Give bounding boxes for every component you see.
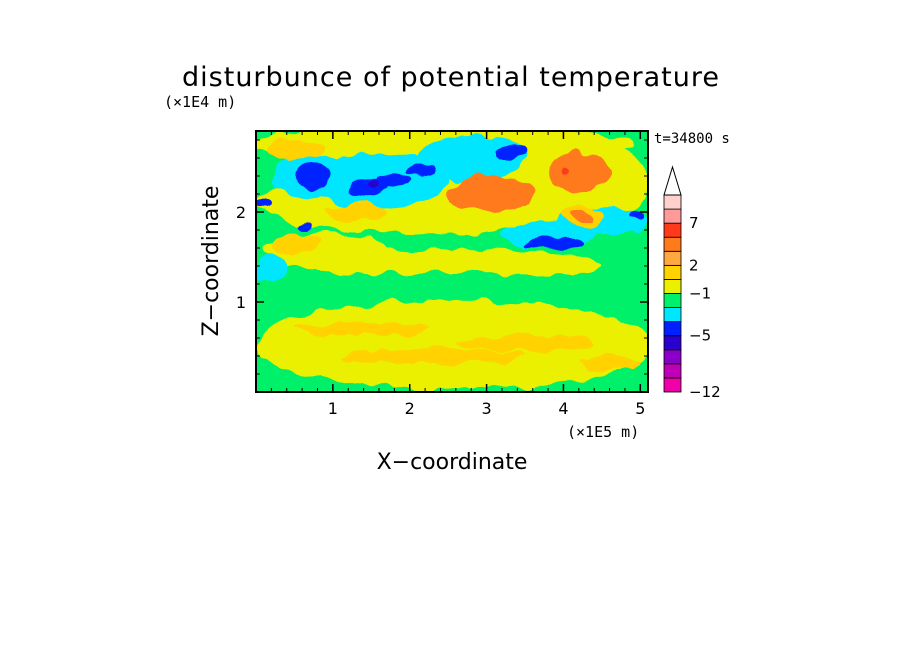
x-tick-label: 2 <box>405 399 415 418</box>
colorbar: −12−5−127 <box>663 165 721 401</box>
contour-region <box>562 167 572 176</box>
y-axis-ticks: 12 <box>236 139 648 375</box>
colorbar-segment <box>663 321 682 337</box>
contour-region <box>407 166 436 177</box>
contour-region <box>417 135 526 181</box>
colorbar-segment <box>663 335 682 351</box>
colorbar-segment <box>663 222 682 238</box>
x-axis-ticks: 1 2 3 4 5 <box>270 131 645 418</box>
contour-fill-regions <box>256 131 648 391</box>
contour-region <box>495 146 524 161</box>
colorbar-segment <box>663 236 682 252</box>
y-tick-label: 2 <box>236 203 246 222</box>
contour-region <box>363 180 379 190</box>
colorbar-segment <box>663 279 682 294</box>
contour-region <box>463 253 602 275</box>
contour-region <box>375 173 414 188</box>
x-unit-label: (×1E5 m) <box>567 423 639 441</box>
contour-region <box>256 252 287 280</box>
contour-region <box>525 238 587 249</box>
y-tick-label: 1 <box>236 293 246 312</box>
x-tick-label: 3 <box>481 399 491 418</box>
contour-region <box>628 212 645 221</box>
contour-region <box>340 348 526 364</box>
y-unit-label: (×1E4 m) <box>164 93 236 111</box>
colorbar-segment <box>663 363 682 379</box>
x-tick-label: 4 <box>558 399 568 418</box>
colorbar-segment <box>663 250 682 266</box>
contour-region <box>325 203 387 221</box>
contour-region <box>263 140 326 158</box>
x-axis-label: X−coordinate <box>377 450 528 475</box>
contour-region <box>256 197 272 209</box>
contour-region <box>256 300 648 391</box>
contour-region <box>294 322 433 336</box>
contour-region <box>578 356 641 371</box>
colorbar-segment <box>663 307 682 323</box>
colorbar-segment <box>663 293 682 308</box>
x-tick-label: 1 <box>328 399 338 418</box>
chart-title: disturbunce of potential temperature <box>182 62 720 93</box>
contour-region <box>271 234 318 253</box>
colorbar-label: 2 <box>689 256 699 274</box>
contour-region <box>571 212 595 221</box>
x-tick-label: 5 <box>635 399 645 418</box>
y-axis-label: Z−coordinate <box>199 186 224 337</box>
colorbar-label: −12 <box>689 383 721 401</box>
contour-region <box>296 163 331 189</box>
colorbar-label: −1 <box>689 285 711 303</box>
colorbar-segment <box>663 194 682 210</box>
contour-region <box>448 176 533 212</box>
colorbar-label: 7 <box>689 214 699 232</box>
colorbar-label: −5 <box>689 327 711 345</box>
colorbar-segment <box>663 208 682 224</box>
contour-region <box>548 151 610 192</box>
time-label: t=34800 s <box>654 131 730 147</box>
colorbar-segment <box>663 349 682 365</box>
colorbar-extend-arrow <box>663 165 682 196</box>
colorbar-segment <box>663 377 682 393</box>
contour-region <box>299 221 313 230</box>
colorbar-segment <box>663 264 682 280</box>
contour-region <box>455 334 595 351</box>
plot-frame <box>255 130 649 393</box>
